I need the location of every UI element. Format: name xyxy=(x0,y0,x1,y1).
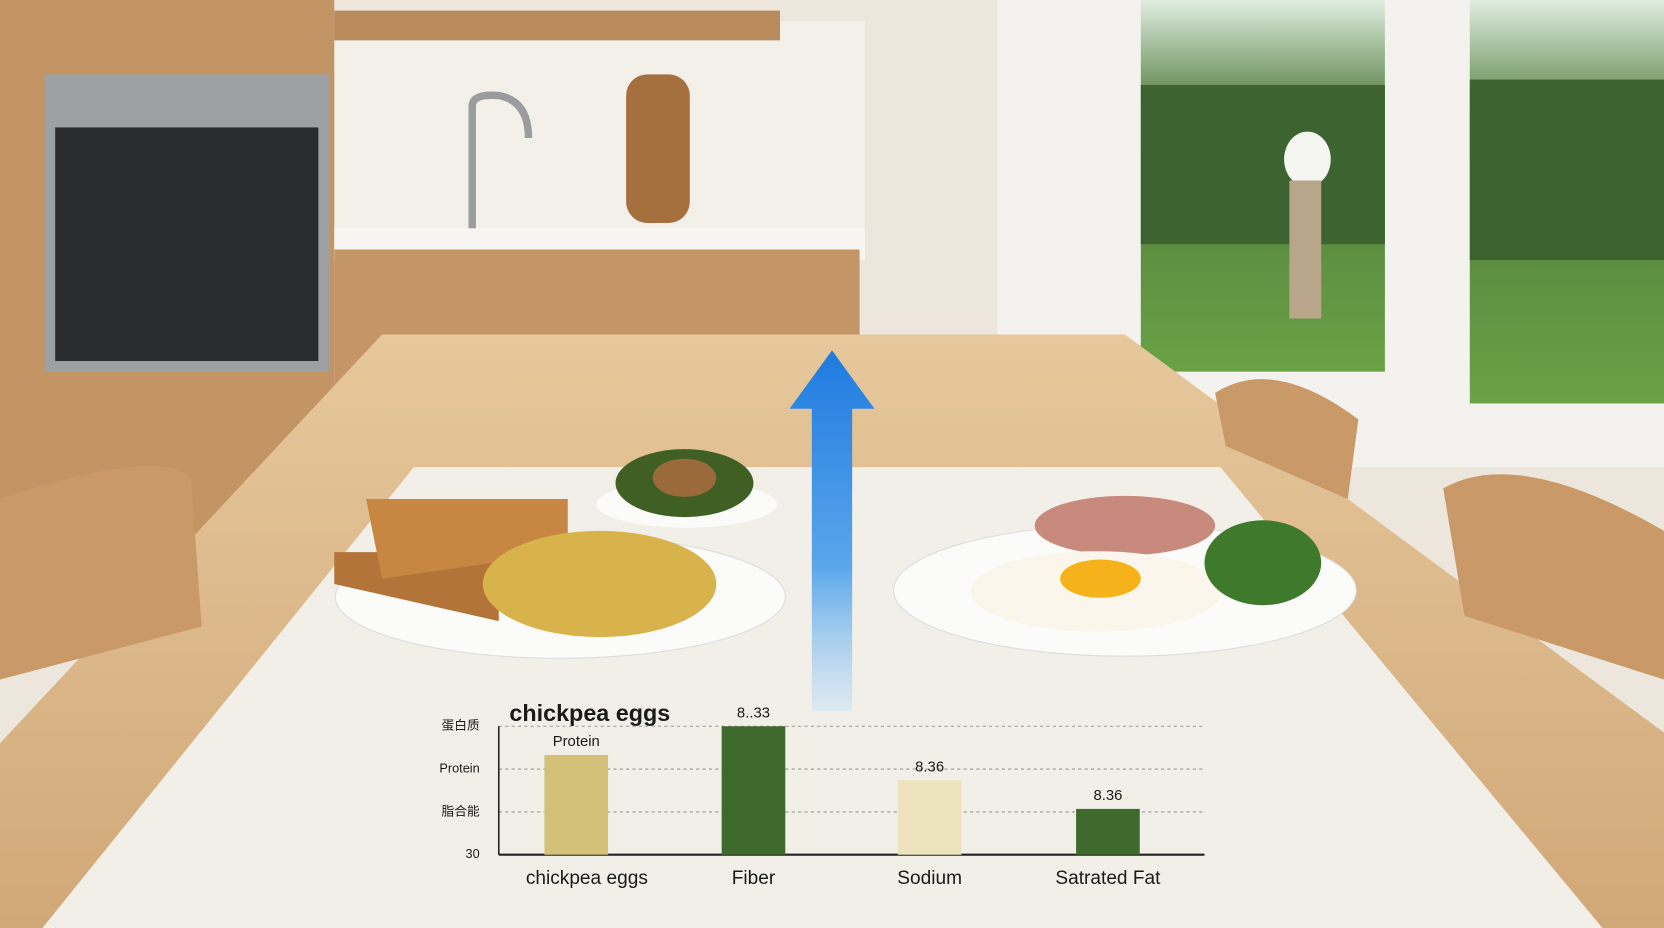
y-tick-label: 30 xyxy=(466,846,480,861)
y-tick-label: 脂合能 xyxy=(442,803,480,818)
y-tick-label: 蛋白质 xyxy=(442,718,480,733)
bar xyxy=(721,726,786,855)
bar xyxy=(544,754,609,855)
bar-label: 8.36 xyxy=(1093,788,1122,804)
x-tick-label: Satrated Fat xyxy=(1055,868,1161,889)
bar-label: 8.36 xyxy=(915,759,944,775)
chart-title: chickpea eggs xyxy=(509,700,670,726)
x-tick-label: Fiber xyxy=(732,868,776,889)
bar xyxy=(897,780,962,855)
bar-label: 8..33 xyxy=(737,705,770,721)
y-tick-label: Protein xyxy=(439,760,479,775)
bar xyxy=(1076,808,1140,855)
x-tick-label: chickpea eggs xyxy=(526,868,648,889)
arrow xyxy=(789,350,875,712)
chart: chickpea eggs 30 脂合能 Protein 蛋白质 Protein chic… xyxy=(439,700,1205,889)
bar-label: Protein xyxy=(553,734,600,750)
x-tick-label: Sodium xyxy=(897,868,962,889)
food xyxy=(334,449,1357,659)
